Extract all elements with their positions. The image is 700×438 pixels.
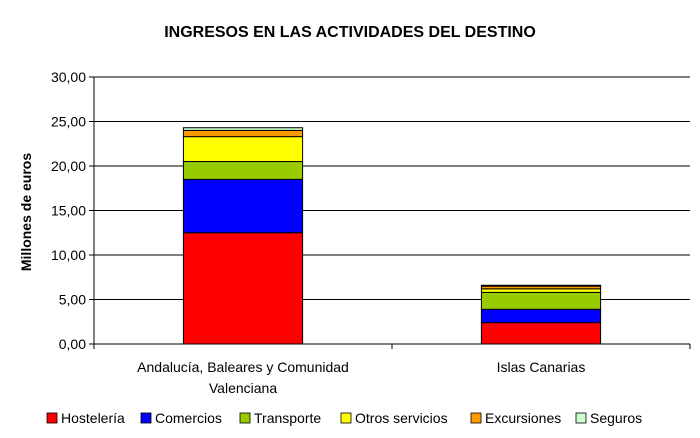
legend-swatch [575, 412, 587, 424]
legend-swatch [239, 412, 251, 424]
y-axis-ticks: 0,00 5,00 10,00 15,00 20,00 25,00 30,00 [51, 69, 94, 352]
bar-segment [182, 127, 304, 131]
y-tick-label: 5,00 [59, 292, 86, 308]
bar-segment [480, 322, 602, 345]
bar-segment [480, 308, 602, 324]
category-labels: Andalucía, Baleares y Comunidad Valencian… [137, 359, 585, 396]
bar-segment [182, 232, 304, 345]
legend-label: Otros servicios [355, 410, 448, 426]
category-label: Andalucía, Baleares y Comunidad [137, 359, 349, 375]
y-tick-label: 30,00 [51, 69, 86, 85]
legend-swatch [140, 412, 152, 424]
y-tick-label: 0,00 [59, 336, 86, 352]
y-axis-label: Millones de euros [18, 153, 34, 271]
category-label: Valenciana [209, 380, 277, 396]
chart-title: INGRESOS EN LAS ACTIVIDADES DEL DESTINO [164, 24, 536, 41]
y-tick-label: 15,00 [51, 203, 86, 219]
y-tick-label: 10,00 [51, 247, 86, 263]
bar-segment [182, 129, 304, 138]
bar-segment [480, 291, 602, 310]
legend-label: Hostelería [61, 410, 125, 426]
bar-segment [480, 288, 602, 293]
legend: Hostelería Comercios Transporte Otros servi… [46, 410, 642, 426]
legend-label: Transporte [254, 410, 321, 426]
bar-segment [182, 178, 304, 234]
legend-swatch [470, 412, 482, 424]
legend-label: Excursiones [485, 410, 561, 426]
bar-segment [480, 284, 602, 287]
bars [182, 127, 602, 345]
bar-segment [182, 161, 304, 180]
bar-segment [182, 136, 304, 163]
legend-label: Comercios [155, 410, 222, 426]
legend-swatch [46, 412, 58, 424]
legend-swatch [340, 412, 352, 424]
legend-label: Seguros [590, 410, 642, 426]
axes [93, 77, 691, 349]
y-tick-label: 25,00 [51, 114, 86, 130]
category-label: Islas Canarias [497, 359, 586, 375]
y-tick-label: 20,00 [51, 158, 86, 174]
